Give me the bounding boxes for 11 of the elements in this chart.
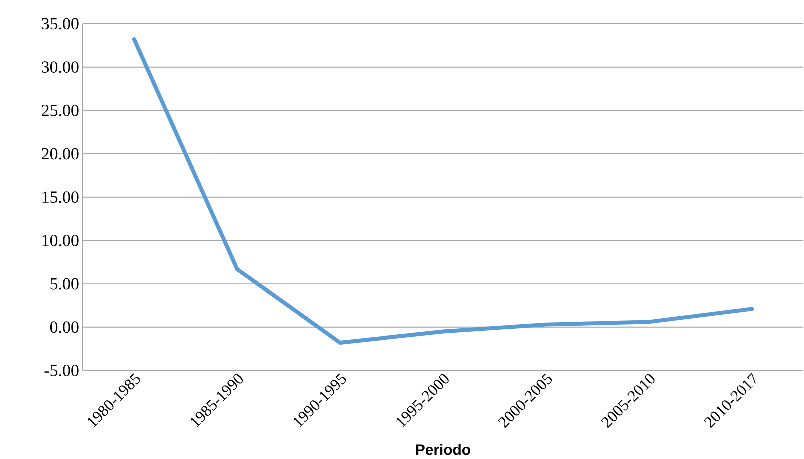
- x-axis-title: Periodo: [416, 444, 470, 456]
- y-tick-label: 30.00: [42, 62, 79, 74]
- y-tick-label: 20.00: [42, 148, 79, 160]
- y-tick-label: 10.00: [42, 235, 79, 247]
- y-tick-label: -5.00: [44, 365, 79, 377]
- y-tick-label: 15.00: [42, 192, 79, 204]
- y-tick-label: 25.00: [42, 105, 79, 117]
- y-tick-label: 5.00: [50, 278, 79, 290]
- y-tick-label: 0.00: [50, 322, 79, 334]
- line-series: [132, 38, 754, 346]
- y-tick-label: 35.00: [42, 18, 79, 30]
